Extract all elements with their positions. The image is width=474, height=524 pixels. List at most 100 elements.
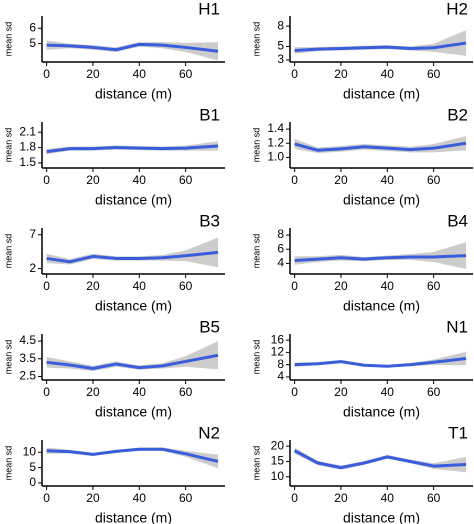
x-tick-label: 0 (291, 279, 298, 293)
panel: 2 7 0 20 40 60 distance (m) mean sd B3 (3, 211, 225, 314)
x-tick-label: 20 (86, 67, 100, 81)
x-tick-label: 20 (86, 279, 100, 293)
x-axis-label: distance (m) (95, 510, 172, 524)
x-tick-label: 0 (43, 67, 50, 81)
x-tick-label: 60 (179, 279, 193, 293)
x-axis-label: distance (m) (343, 86, 420, 102)
y-tick-label: 5 (277, 39, 284, 53)
x-tick-label: 40 (133, 173, 147, 187)
x-tick-label: 40 (133, 385, 147, 399)
x-axis-label: distance (m) (343, 192, 420, 208)
y-tick-label: 16 (271, 332, 285, 346)
panel-title: T1 (448, 423, 468, 442)
y-tick-label: 10 (23, 444, 37, 458)
panel-title: B5 (199, 317, 220, 336)
x-tick-label: 40 (381, 173, 395, 187)
x-tick-label: 40 (381, 279, 395, 293)
x-tick-label: 60 (427, 491, 441, 505)
y-tick-label: 0 (29, 475, 36, 489)
x-axis-label: distance (m) (343, 298, 420, 314)
y-tick-label: 4.5 (19, 333, 36, 347)
x-tick-label: 40 (133, 67, 147, 81)
y-tick-label: 1.0 (267, 150, 284, 164)
y-tick-label: 6 (29, 20, 36, 34)
panel: 1.01.21.4 0 20 40 60 distance (m) mean sd B2 (251, 105, 473, 208)
x-tick-label: 40 (381, 385, 395, 399)
x-tick-label: 0 (291, 67, 298, 81)
x-tick-label: 60 (179, 173, 193, 187)
y-tick-label: 2.1 (19, 124, 36, 138)
x-tick-label: 60 (179, 67, 193, 81)
y-tick-label: 4 (277, 256, 284, 270)
x-tick-label: 60 (427, 279, 441, 293)
panel-title: H2 (446, 0, 468, 18)
y-tick-label: 4 (277, 369, 284, 383)
y-axis-label: mean sd (251, 446, 261, 481)
x-axis-label: distance (m) (95, 192, 172, 208)
x-axis-label: distance (m) (343, 404, 420, 420)
mean-line (293, 449, 467, 470)
x-axis-label: distance (m) (95, 404, 172, 420)
y-axis-label: mean sd (251, 340, 261, 375)
x-tick-label: 0 (291, 491, 298, 505)
y-axis-label: mean sd (3, 22, 13, 57)
panel-title: N2 (198, 423, 220, 442)
panel-title: B2 (447, 105, 468, 124)
x-tick-label: 20 (334, 491, 348, 505)
y-tick-label: 1.4 (267, 121, 284, 135)
panel: 35 8 0 20 40 60 distance (m) mean sd H2 (251, 0, 473, 102)
x-axis-label: distance (m) (95, 86, 172, 102)
y-tick-label: 8 (277, 227, 284, 241)
y-axis-label: mean sd (3, 446, 13, 481)
x-tick-label: 60 (427, 173, 441, 187)
mean-line (294, 141, 467, 152)
panel-title: B1 (199, 105, 220, 124)
y-tick-label: 20 (271, 438, 285, 452)
y-tick-label: 1.5 (19, 155, 36, 169)
mean-line (294, 41, 467, 52)
x-tick-label: 40 (133, 279, 147, 293)
y-tick-label: 10 (271, 469, 285, 483)
x-tick-label: 20 (334, 385, 348, 399)
y-tick-label: 2 (29, 261, 36, 275)
y-tick-label: 1.2 (267, 135, 284, 149)
x-tick-label: 60 (179, 491, 193, 505)
mean-line (46, 447, 219, 463)
panel-title: B3 (199, 211, 220, 230)
y-tick-label: 2.5 (19, 369, 36, 383)
y-tick-label: 5 (29, 460, 36, 474)
x-tick-label: 40 (381, 491, 395, 505)
mean-line (46, 250, 219, 264)
y-tick-label: 8 (277, 357, 284, 371)
y-tick-label: 7 (29, 227, 36, 241)
panel: 468 0 20 40 60 distance (m) mean sd B4 (251, 211, 473, 314)
confidence-band (46, 237, 219, 268)
panel: 1.51.8 2.1 0 20 40 60 distance (m) mean sd B1 (3, 105, 225, 208)
confidence-band (46, 40, 219, 61)
panel-title: H1 (198, 0, 220, 18)
x-tick-label: 0 (291, 385, 298, 399)
confidence-band (294, 30, 467, 56)
y-axis-label: mean sd (251, 128, 261, 163)
mean-line (294, 357, 467, 368)
x-tick-label: 0 (43, 491, 50, 505)
y-tick-label: 1.8 (19, 140, 36, 154)
y-tick-label: 3.5 (19, 351, 36, 365)
x-tick-label: 20 (334, 67, 348, 81)
y-tick-label: 6 (277, 241, 284, 255)
x-tick-label: 0 (43, 173, 50, 187)
x-tick-label: 60 (179, 385, 193, 399)
x-tick-label: 0 (43, 279, 50, 293)
x-tick-label: 20 (86, 491, 100, 505)
x-tick-label: 40 (381, 67, 395, 81)
x-tick-label: 20 (86, 173, 100, 187)
panel: 2.5 3.5 4.5 0 20 40 60 distance (m) mean sd B5 (3, 317, 225, 420)
mean-line (46, 42, 219, 53)
x-axis-label: distance (m) (95, 298, 172, 314)
